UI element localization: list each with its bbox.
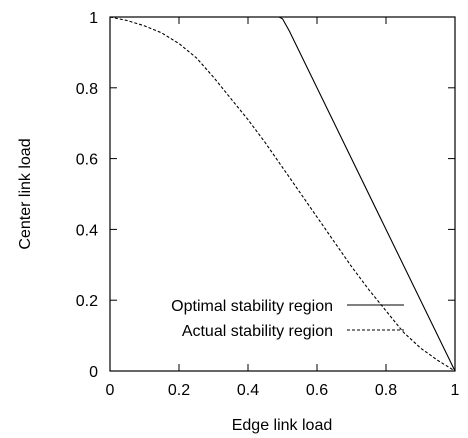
axis-ticks: 0 0.2 0.4 0.6 0.8 1 0 0.2 0.4 0.6 0.8 1	[76, 10, 460, 399]
y-tick-label: 0.8	[76, 81, 98, 98]
x-tick-label: 1	[451, 382, 460, 399]
series-line-dashed	[109, 16, 456, 372]
x-tick-label: 0.6	[306, 382, 328, 399]
y-tick-label: 0.6	[76, 152, 98, 169]
legend: Optimal stability region Actual stability…	[171, 298, 404, 340]
legend-label: Actual stability region	[182, 323, 333, 340]
y-tick-label: 0	[89, 364, 98, 381]
x-tick-label: 0	[106, 382, 115, 399]
x-axis-title: Edge link load	[232, 417, 333, 434]
legend-label: Optimal stability region	[171, 298, 333, 315]
y-axis-title: Center link load	[17, 138, 34, 249]
x-tick-label: 0.4	[237, 382, 259, 399]
series-lines	[109, 16, 456, 372]
x-tick-label: 0.2	[168, 382, 190, 399]
y-tick-label: 0.2	[76, 293, 98, 310]
series-line-solid	[110, 16, 456, 372]
x-tick-label: 0.8	[375, 382, 397, 399]
y-tick-label: 1	[89, 10, 98, 27]
y-tick-label: 0.4	[76, 222, 98, 239]
plot-frame	[109, 16, 456, 372]
